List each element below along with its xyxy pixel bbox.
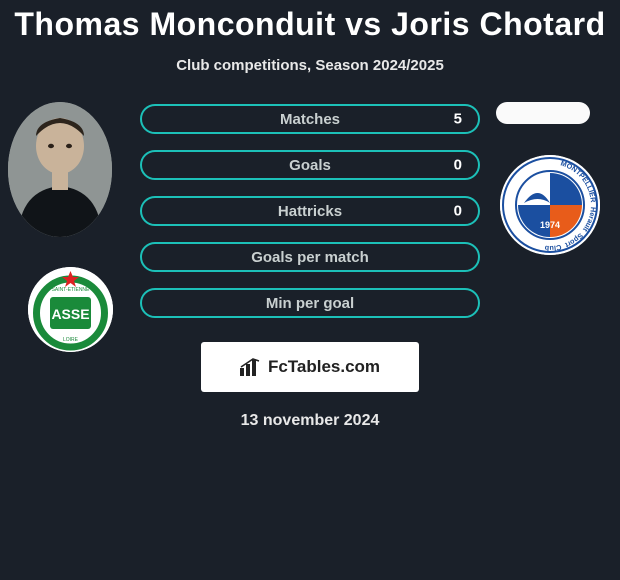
date-text: 13 november 2024 [0,412,620,430]
stat-row-matches: Matches 5 [140,104,480,134]
brand-badge: FcTables.com [201,342,419,392]
svg-text:1974: 1974 [540,220,560,230]
player1-name: Thomas Monconduit [14,6,335,42]
subtitle: Club competitions, Season 2024/2025 [0,57,620,74]
svg-text:ASSE: ASSE [51,306,89,322]
player2-name: Joris Chotard [391,6,606,42]
player1-club-badge: ASSE SAINT-ETIENNE LOIRE [28,267,113,352]
vs-text: vs [345,6,382,42]
stat-row-min-per-goal: Min per goal [140,288,480,318]
stat-value-right: 5 [454,111,462,128]
stat-row-goals-per-match: Goals per match [140,242,480,272]
stat-label: Hattricks [278,203,342,220]
brand-text: FcTables.com [268,357,380,377]
player2-club-badge: 1974 MONTPELLIER Herault Sport Club [500,155,600,255]
stat-value-right: 0 [454,157,462,174]
svg-text:SAINT-ETIENNE: SAINT-ETIENNE [52,287,90,293]
stat-row-goals: Goals 0 [140,150,480,180]
stat-value-right: 0 [454,203,462,220]
player1-photo [8,102,112,237]
stat-label: Goals [289,157,331,174]
stat-label: Min per goal [266,295,354,312]
comparison-panel: ASSE SAINT-ETIENNE LOIRE 1974 MONTPELLIE… [0,102,620,430]
stat-label: Matches [280,111,340,128]
page-title: Thomas Monconduit vs Joris Chotard [0,0,620,43]
montpellier-badge-icon: 1974 MONTPELLIER Herault Sport Club [500,155,600,255]
svg-text:LOIRE: LOIRE [63,337,79,343]
player-portrait-placeholder [8,102,112,237]
saint-etienne-badge-icon: ASSE SAINT-ETIENNE LOIRE [28,267,113,352]
player2-photo [496,102,590,124]
stat-row-hattricks: Hattricks 0 [140,196,480,226]
bar-chart-icon [240,358,262,376]
stat-rows: Matches 5 Goals 0 Hattricks 0 Goals per … [140,102,480,318]
stat-label: Goals per match [251,249,369,266]
